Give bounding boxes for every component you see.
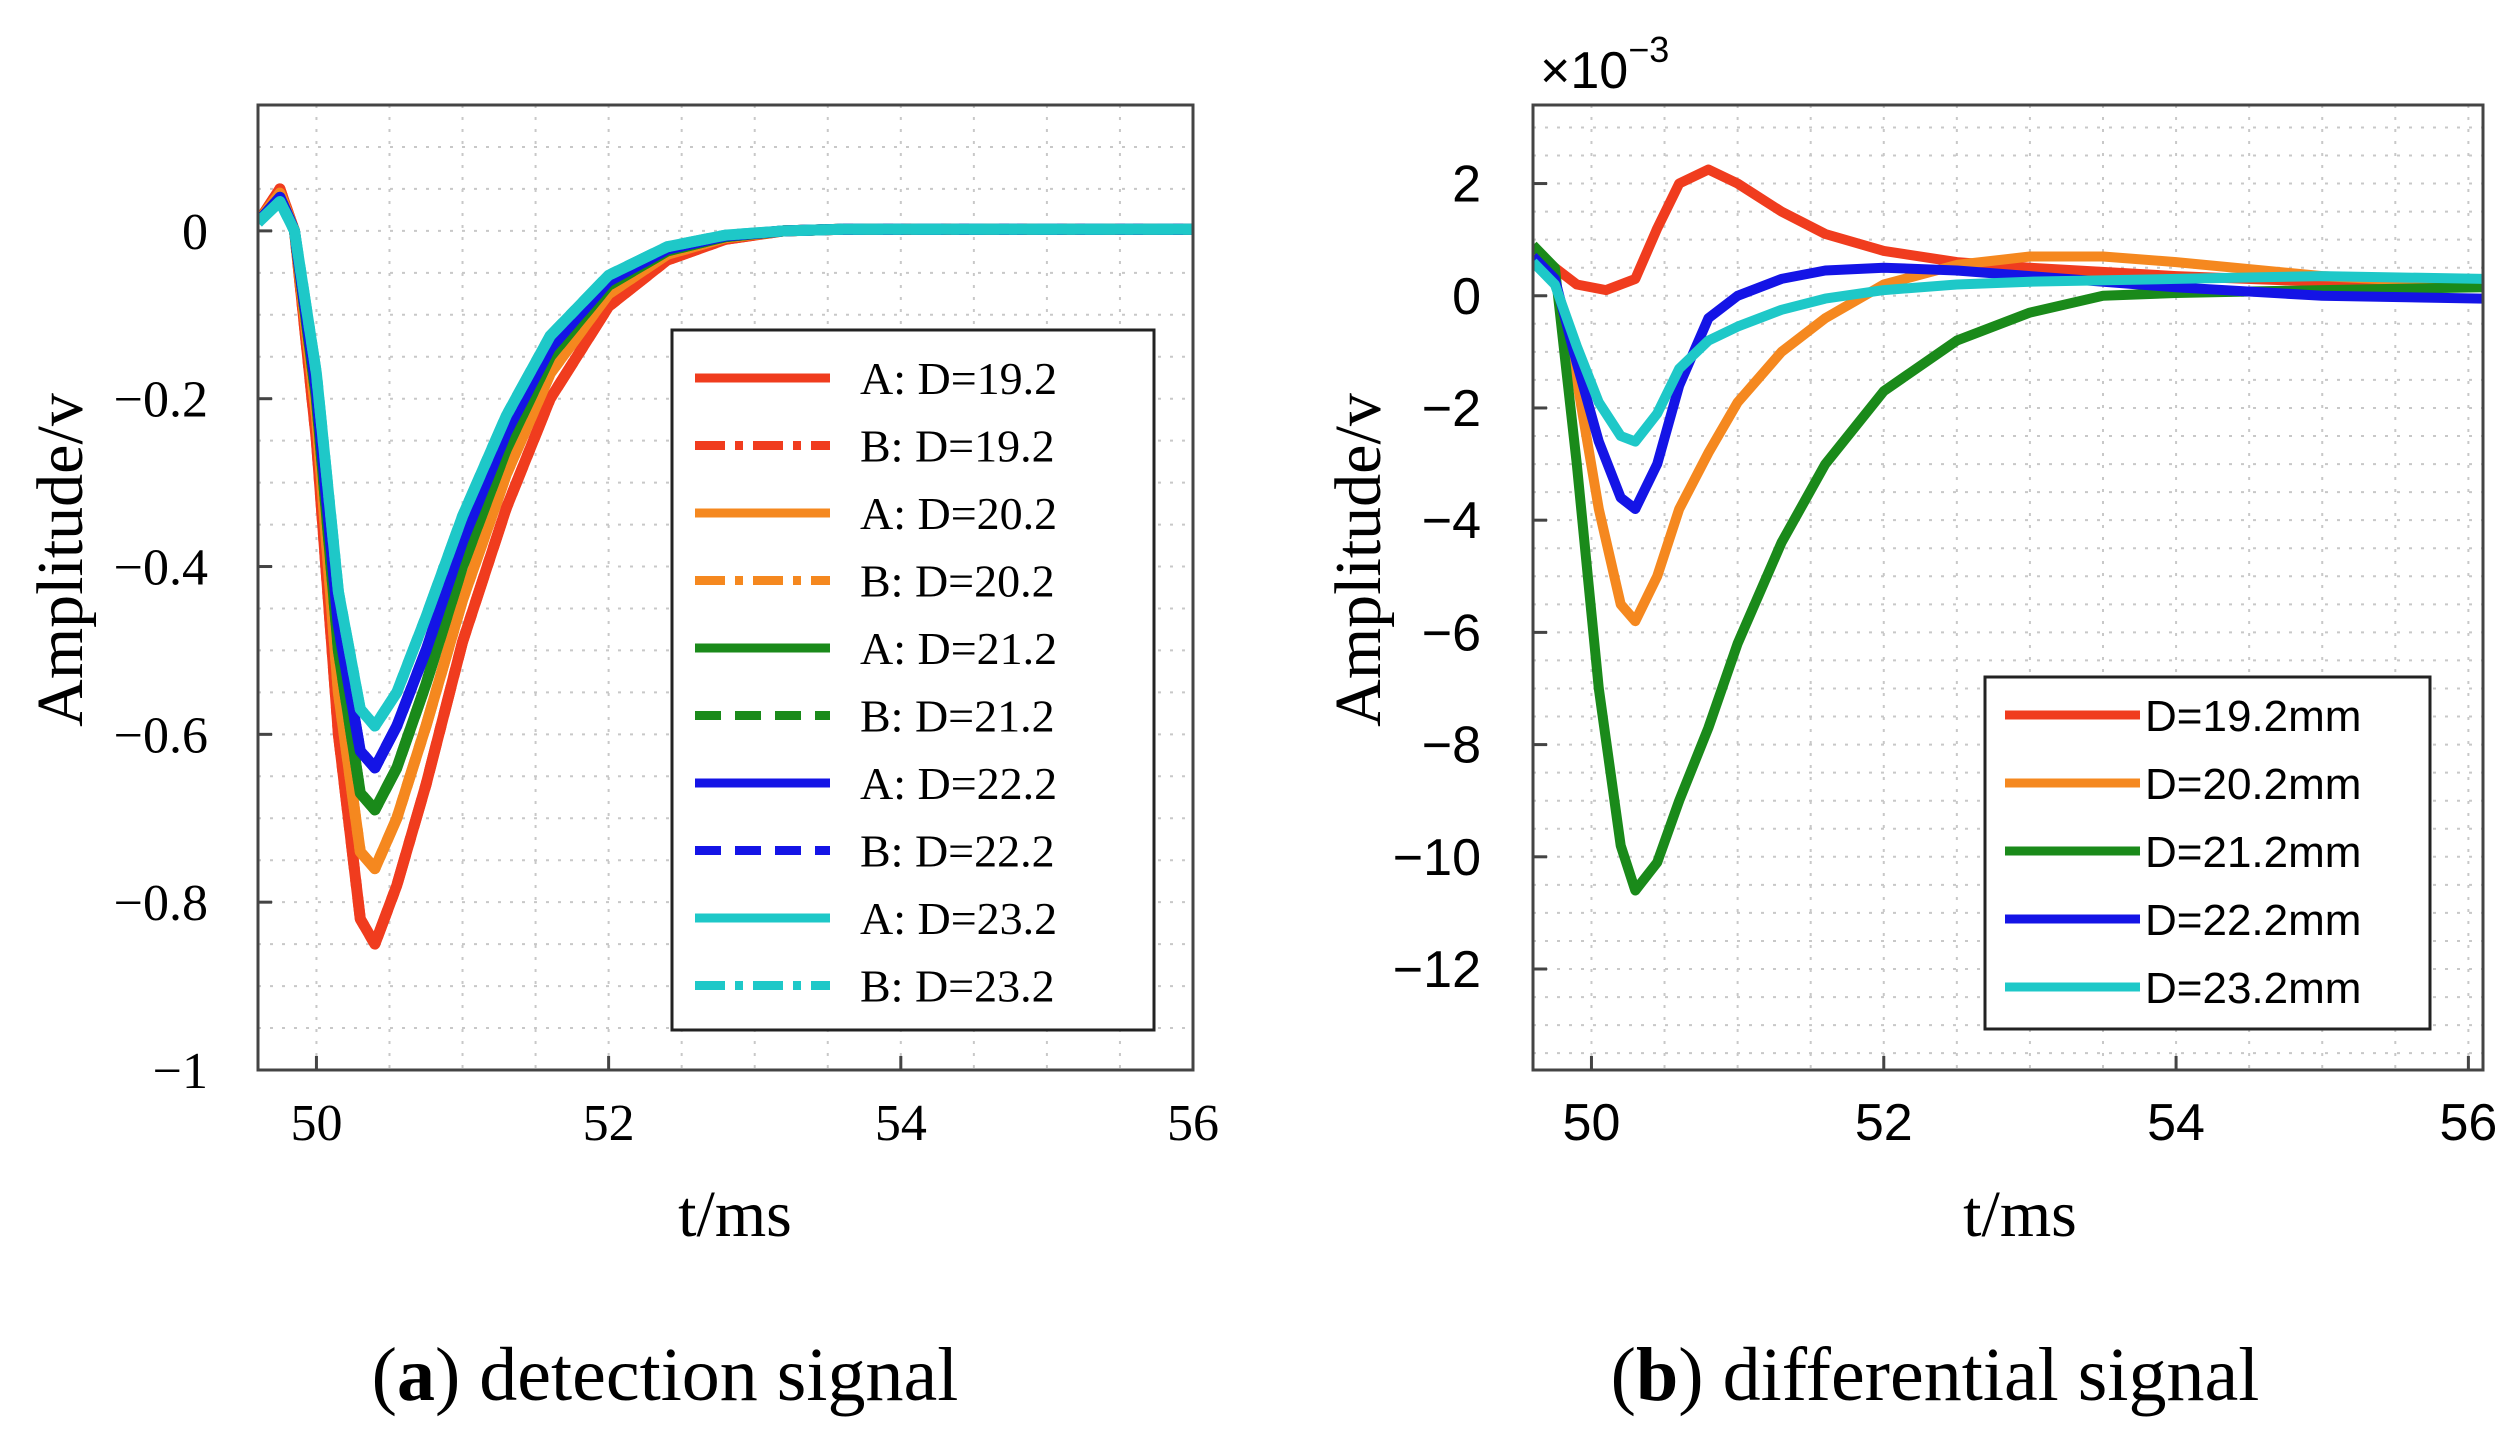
legend-label-1: A: D=19.2: [860, 353, 1057, 404]
axis-multiplier-exponent: −3: [1628, 29, 1669, 70]
y-tick-label: −12: [1393, 941, 1481, 999]
caption-b-letter: b: [1636, 1333, 1678, 1417]
x-tick-label: 50: [1563, 1094, 1621, 1152]
y-tick-label: −2: [1422, 380, 1481, 438]
y-tick-label: −0.6: [114, 707, 208, 764]
x-tick-label: 52: [583, 1095, 635, 1152]
legend-label-4: B: D=20.2: [860, 556, 1055, 607]
legend-label-5: A: D=21.2: [860, 623, 1057, 674]
caption-a-text: detection signal: [479, 1333, 958, 1417]
x-tick-label: 56: [1167, 1095, 1219, 1152]
series-line-1: [1533, 164, 2483, 296]
legend-a: A: D=19.2 B: D=19.2 A: D=20.2 B: D=20.2 A: D…: [670, 328, 1156, 1032]
panel-a-detection-signal: 50 52 54 56 0 −0.2 −0.4 −0.6 −0.8 −1 t/ms Amplitu…: [24, 103, 1219, 1417]
legend-box-a: [670, 328, 1156, 1032]
series-line-3: [1533, 241, 2483, 896]
caption-b-text: differential signal: [1723, 1333, 2260, 1417]
legend-label-3: D=21.2mm: [2145, 828, 2361, 877]
legend-label-4: D=22.2mm: [2145, 896, 2361, 945]
x-tick-label: 54: [875, 1095, 927, 1152]
series-line-2: [1533, 251, 2483, 627]
y-axis-label-b: Amplitude/v: [1322, 393, 1395, 727]
y-tick-label: −6: [1422, 604, 1481, 662]
y-tick-label: −0.2: [114, 372, 208, 429]
legend-label-2: D=20.2mm: [2145, 760, 2361, 809]
y-tick-label: −10: [1393, 829, 1481, 887]
legend-label-1: D=19.2mm: [2145, 692, 2361, 741]
x-axis-label-a: t/ms: [678, 1178, 792, 1251]
y-tick-label: 0: [182, 204, 208, 261]
caption-a-letter: a: [397, 1333, 435, 1417]
caption-b: (b) differential signal: [1611, 1333, 2260, 1417]
y-tick-label: −0.8: [114, 875, 208, 932]
axes-frame-a: [256, 103, 1195, 1072]
ticks-b: 50 52 54 56 2 0 −2 −4 −6 −8 −10 −12: [1393, 156, 2498, 1152]
legend-label-2: B: D=19.2: [860, 421, 1055, 472]
series-b: [1533, 164, 2483, 896]
y-tick-label: 2: [1452, 156, 1481, 214]
series-line-5: [1533, 258, 2483, 447]
x-tick-label: 50: [290, 1095, 342, 1152]
y-tick-label: −4: [1422, 492, 1481, 550]
axes-frame-b: [1531, 103, 2485, 1072]
y-tick-label: −1: [153, 1043, 208, 1100]
series-line-10: [258, 196, 1193, 732]
x-tick-label: 54: [2147, 1094, 2205, 1152]
y-tick-label: −0.4: [114, 540, 208, 597]
legend-label-7: A: D=22.2: [860, 758, 1057, 809]
y-tick-label: −8: [1422, 717, 1481, 775]
legend-label-8: B: D=22.2: [860, 826, 1055, 877]
ticks-a: 50 52 54 56 0 −0.2 −0.4 −0.6 −0.8 −1: [114, 204, 1219, 1152]
legend-label-5: D=23.2mm: [2145, 964, 2361, 1013]
panel-b-differential-signal: 50 52 54 56 2 0 −2 −4 −6 −8 −10 −12 ×10−3 t/ms Ampl…: [1322, 29, 2497, 1417]
axis-multiplier-b: ×10−3: [1540, 29, 1669, 100]
caption-a: (a) detection signal: [372, 1333, 959, 1417]
legend-label-6: B: D=21.2: [860, 691, 1055, 742]
x-axis-label-b: t/ms: [1963, 1178, 2077, 1251]
legend-b: D=19.2mm D=20.2mm D=21.2mm D=22.2mm D=23.2mm: [1983, 675, 2432, 1031]
legend-label-9: A: D=23.2: [860, 893, 1057, 944]
x-tick-label: 52: [1855, 1094, 1913, 1152]
y-tick-label: 0: [1452, 268, 1481, 326]
series-a: [258, 183, 1193, 950]
y-axis-label-a: Amplitude/v: [24, 393, 97, 727]
axis-multiplier-base: ×10: [1540, 42, 1628, 100]
legend-label-10: B: D=23.2: [860, 961, 1055, 1012]
legend-label-3: A: D=20.2: [860, 488, 1057, 539]
x-tick-label: 56: [2439, 1094, 2497, 1152]
